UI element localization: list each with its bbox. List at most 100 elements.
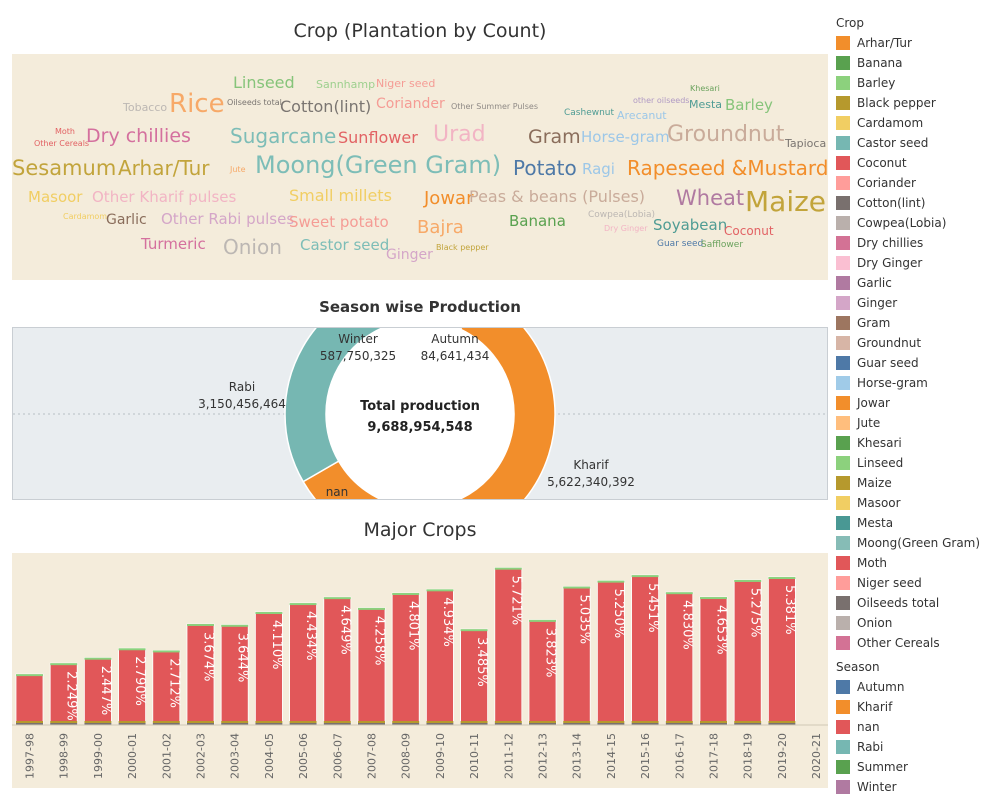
season-legend-item-winter[interactable]: Winter — [836, 777, 996, 797]
crop-legend-item-guar-seed[interactable]: Guar seed — [836, 353, 996, 373]
bar-2006-07[interactable] — [323, 596, 352, 726]
wordcloud-word-oilseeds-total[interactable]: Oilseeds total — [227, 98, 282, 107]
crop-legend-item-castor-seed[interactable]: Castor seed — [836, 133, 996, 153]
bar-2001-02[interactable] — [152, 650, 181, 726]
crop-legend-item-linseed[interactable]: Linseed — [836, 453, 996, 473]
season-legend-item-summer[interactable]: Summer — [836, 757, 996, 777]
crop-legend-item-gram[interactable]: Gram — [836, 313, 996, 333]
wordcloud-word-barley[interactable]: Barley — [725, 96, 773, 114]
wordcloud-word-jute[interactable]: Jute — [230, 165, 246, 174]
wordcloud-word-other-rabi-pulses[interactable]: Other Rabi pulses — [161, 210, 295, 228]
crop-legend-item-cardamom[interactable]: Cardamom — [836, 113, 996, 133]
wordcloud-word-coconut[interactable]: Coconut — [724, 224, 774, 238]
bar-2016-17[interactable] — [665, 591, 694, 726]
wordcloud-word-cashewnut[interactable]: Cashewnut — [564, 108, 615, 118]
wordcloud-word-guar-seed[interactable]: Guar seed — [657, 239, 704, 249]
wordcloud-word-tobacco[interactable]: Tobacco — [123, 101, 168, 114]
wordcloud-word-other-summer-pulses[interactable]: Other Summer Pulses — [451, 102, 538, 111]
wordcloud-word-sesamum[interactable]: Sesamum — [12, 156, 117, 180]
wordcloud-word-moth[interactable]: Moth — [55, 127, 76, 136]
crop-legend-item-coriander[interactable]: Coriander — [836, 173, 996, 193]
season-legend-item-autumn[interactable]: Autumn — [836, 677, 996, 697]
bar-2009-10[interactable] — [425, 588, 454, 726]
wordcloud-word-cotton-lint[interactable]: Cotton(lint) — [280, 97, 372, 116]
crop-legend-item-cowpea-lobia[interactable]: Cowpea(Lobia) — [836, 213, 996, 233]
crop-legend-item-moong-green-gram[interactable]: Moong(Green Gram) — [836, 533, 996, 553]
wordcloud-word-other-kharif-pulses[interactable]: Other Kharif pulses — [92, 188, 237, 206]
bar-2013-14[interactable] — [562, 586, 591, 726]
season-legend-list[interactable]: Autumn Kharif nan Rabi Summer Winter — [836, 677, 996, 797]
bar-2017-18[interactable] — [699, 596, 728, 726]
wordcloud-word-sugarcane[interactable]: Sugarcane — [230, 124, 337, 148]
wordcloud-word-garlic[interactable]: Garlic — [106, 212, 147, 228]
bar-2014-15[interactable] — [597, 580, 625, 726]
crop-legend-item-onion[interactable]: Onion — [836, 613, 996, 633]
bar-2007-08[interactable] — [357, 607, 386, 726]
wordcloud-word-cardamom[interactable]: Cardamom — [63, 212, 108, 221]
crop-legend-item-black-pepper[interactable]: Black pepper — [836, 93, 996, 113]
crop-legend-item-maize[interactable]: Maize — [836, 473, 996, 493]
wordcloud-word-niger-seed[interactable]: Niger seed — [376, 77, 436, 90]
wordcloud-word-wheat[interactable]: Wheat — [676, 186, 745, 210]
wordcloud-word-small-millets[interactable]: Small millets — [289, 186, 392, 205]
crop-legend-item-ginger[interactable]: Ginger — [836, 293, 996, 313]
crop-legend-item-moth[interactable]: Moth — [836, 553, 996, 573]
wordcloud-word-jowar[interactable]: Jowar — [424, 188, 474, 209]
wordcloud-word-dry-chillies[interactable]: Dry chillies — [86, 125, 191, 147]
wordcloud-word-cowpea-lobia[interactable]: Cowpea(Lobia) — [588, 210, 656, 220]
bar-1997-98[interactable] — [15, 673, 44, 726]
wordcloud-word-khesari[interactable]: Khesari — [690, 84, 720, 93]
wordcloud-word-ginger[interactable]: Ginger — [386, 247, 433, 263]
crop-legend-item-dry-ginger[interactable]: Dry Ginger — [836, 253, 996, 273]
bar-2005-06[interactable] — [289, 602, 318, 726]
crop-legend-item-masoor[interactable]: Masoor — [836, 493, 996, 513]
crop-legend-item-niger-seed[interactable]: Niger seed — [836, 573, 996, 593]
season-legend-item-nan[interactable]: nan — [836, 717, 996, 737]
wordcloud-word-moong-green-gram[interactable]: Moong(Green Gram) — [255, 151, 502, 179]
wordcloud-word-maize[interactable]: Maize — [745, 185, 827, 218]
season-legend-item-rabi[interactable]: Rabi — [836, 737, 996, 757]
wordcloud-word-potato[interactable]: Potato — [513, 156, 577, 180]
crop-legend-item-khesari[interactable]: Khesari — [836, 433, 996, 453]
wordcloud-word-masoor[interactable]: Masoor — [28, 188, 83, 206]
crop-legend-item-groundnut[interactable]: Groundnut — [836, 333, 996, 353]
wordcloud-word-black-pepper[interactable]: Black pepper — [436, 243, 489, 252]
wordcloud-word-dry-ginger[interactable]: Dry Ginger — [604, 224, 648, 233]
wordcloud-word-soyabean[interactable]: Soyabean — [653, 216, 728, 234]
wordcloud-word-peas-beans-pulses[interactable]: Peas & beans (Pulses) — [469, 187, 646, 206]
wordcloud-word-rice[interactable]: Rice — [169, 89, 225, 119]
crop-legend-item-other-cereals[interactable]: Other Cereals — [836, 633, 996, 653]
wordcloud-word-coriander[interactable]: Coriander — [376, 96, 445, 112]
wordcloud-word-sweet-potato[interactable]: Sweet potato — [289, 213, 389, 231]
crop-legend-item-mesta[interactable]: Mesta — [836, 513, 996, 533]
bar-1999-00[interactable] — [84, 657, 112, 726]
wordcloud-word-urad[interactable]: Urad — [433, 122, 486, 147]
bar-2011-12[interactable] — [494, 567, 523, 726]
crop-legend-item-cotton-lint[interactable]: Cotton(lint) — [836, 193, 996, 213]
wordcloud-word-bajra[interactable]: Bajra — [417, 217, 464, 238]
crop-legend-item-garlic[interactable]: Garlic — [836, 273, 996, 293]
bar-2000-01[interactable] — [118, 647, 146, 726]
wordcloud-word-rapeseed-mustard[interactable]: Rapeseed &Mustard — [627, 156, 828, 180]
wordcloud-word-sunflower[interactable]: Sunflower — [338, 128, 418, 147]
wordcloud-word-arhar-tur[interactable]: Arhar/Tur — [118, 156, 210, 180]
wordcloud-word-other-cereals[interactable]: Other Cereals — [34, 139, 90, 148]
wordcloud-word-mesta[interactable]: Mesta — [689, 98, 723, 111]
crop-legend-item-oilseeds-total[interactable]: Oilseeds total — [836, 593, 996, 613]
crop-legend-item-horse-gram[interactable]: Horse-gram — [836, 373, 996, 393]
wordcloud-word-linseed[interactable]: Linseed — [233, 73, 295, 92]
season-legend-item-kharif[interactable]: Kharif — [836, 697, 996, 717]
crop-legend-list[interactable]: Arhar/Tur Banana Barley Black pepper Cardamo… — [836, 33, 996, 653]
wordcloud-word-sannhamp[interactable]: Sannhamp — [316, 78, 376, 91]
crop-legend-item-coconut[interactable]: Coconut — [836, 153, 996, 173]
bar-1998-99[interactable] — [49, 662, 78, 726]
wordcloud-word-tapioca[interactable]: Tapioca — [785, 137, 827, 150]
bar-2003-04[interactable] — [220, 624, 249, 726]
wordcloud-word-onion[interactable]: Onion — [223, 235, 282, 259]
wordcloud-word-other-oilseeds[interactable]: other oilseeds — [633, 96, 690, 105]
crop-legend-item-barley[interactable]: Barley — [836, 73, 996, 93]
bar-2004-05[interactable] — [254, 611, 283, 726]
crop-legend-item-banana[interactable]: Banana — [836, 53, 996, 73]
wordcloud-word-banana[interactable]: Banana — [509, 212, 566, 230]
wordcloud-word-safflower[interactable]: Safflower — [701, 240, 744, 250]
